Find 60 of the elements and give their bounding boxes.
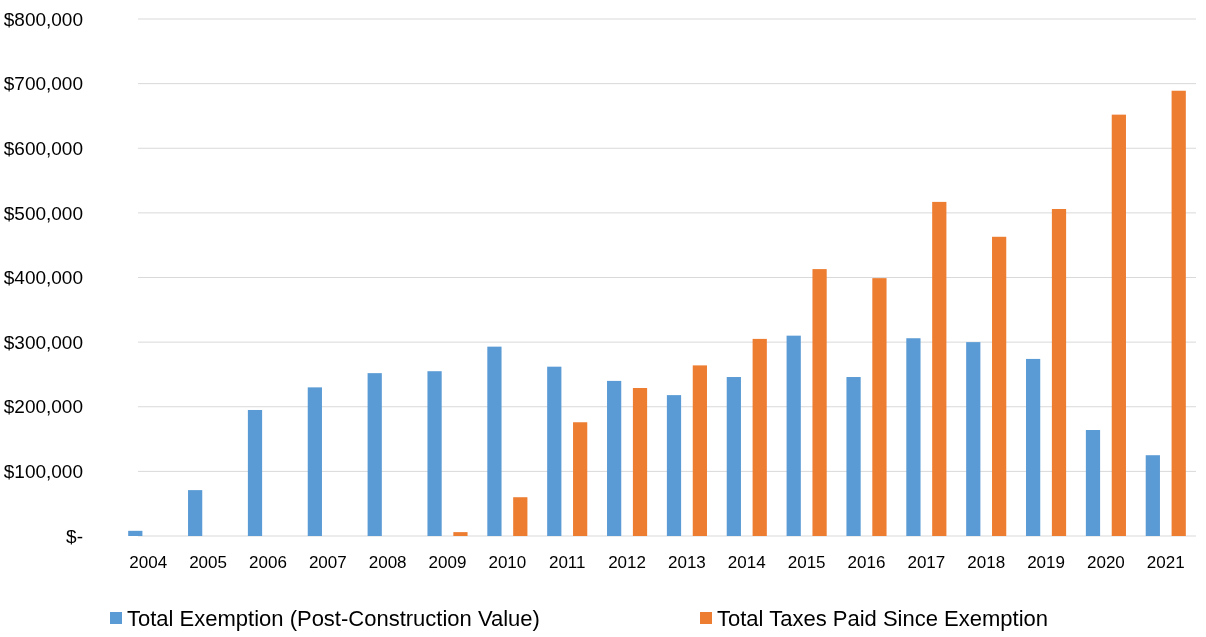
bar	[786, 335, 801, 536]
bar	[1026, 358, 1041, 536]
bar	[513, 497, 528, 536]
x-tick-label: 2004	[129, 553, 168, 572]
bar	[188, 490, 203, 536]
x-tick-label: 2015	[787, 553, 826, 572]
y-tick-label: $500,000	[3, 202, 83, 224]
bar	[632, 388, 648, 536]
x-tick-label: 2012	[608, 553, 646, 572]
y-tick-label: $400,000	[3, 267, 83, 289]
bar	[932, 201, 947, 536]
x-tick-label: 2007	[308, 553, 347, 572]
bar	[427, 371, 442, 536]
bar	[607, 380, 622, 536]
bar	[666, 395, 682, 536]
bar	[1111, 114, 1126, 536]
bar	[726, 377, 741, 536]
x-tick-label: 2020	[1087, 553, 1125, 572]
x-tick-label: 2013	[668, 553, 706, 572]
x-tick-label: 2011	[548, 553, 586, 572]
bar	[573, 422, 588, 536]
bar	[752, 338, 767, 536]
y-tick-label: $600,000	[3, 137, 83, 159]
bar	[812, 269, 827, 536]
bar	[367, 373, 382, 536]
x-tick-label: 2008	[368, 553, 407, 572]
bar	[1085, 430, 1101, 536]
bar	[1051, 209, 1067, 536]
legend-label: Total Taxes Paid Since Exemption	[717, 605, 1048, 631]
bar	[487, 346, 502, 536]
y-tick-label: $100,000	[3, 461, 83, 483]
x-tick-label: 2017	[907, 553, 946, 572]
bar	[247, 409, 263, 536]
y-tick-label: $300,000	[3, 331, 83, 353]
legend-label: Total Exemption (Post-Construction Value)	[127, 605, 540, 631]
x-tick-label: 2009	[428, 553, 467, 572]
y-tick-label: $800,000	[3, 8, 83, 30]
y-tick-label: $700,000	[3, 73, 83, 95]
bar	[547, 366, 562, 536]
x-tick-label: 2005	[189, 553, 227, 572]
x-tick-label: 2006	[249, 553, 287, 572]
bar	[453, 532, 468, 536]
y-tick-label: $200,000	[3, 396, 83, 418]
x-tick-label: 2010	[488, 553, 527, 572]
x-tick-label: 2019	[1027, 553, 1065, 572]
bar	[1171, 90, 1186, 536]
bar	[872, 278, 887, 536]
x-tick-label: 2016	[847, 553, 886, 572]
x-tick-label: 2021	[1146, 553, 1185, 572]
bar	[966, 342, 981, 536]
bar	[1145, 455, 1160, 536]
bar	[307, 387, 322, 536]
y-tick-label: $-	[66, 525, 83, 547]
bar	[128, 530, 143, 536]
x-tick-label: 2014	[727, 553, 766, 572]
bar	[846, 377, 861, 536]
bar	[906, 338, 921, 536]
bar	[692, 365, 707, 536]
x-tick-label: 2018	[967, 553, 1006, 572]
bar	[992, 236, 1007, 536]
